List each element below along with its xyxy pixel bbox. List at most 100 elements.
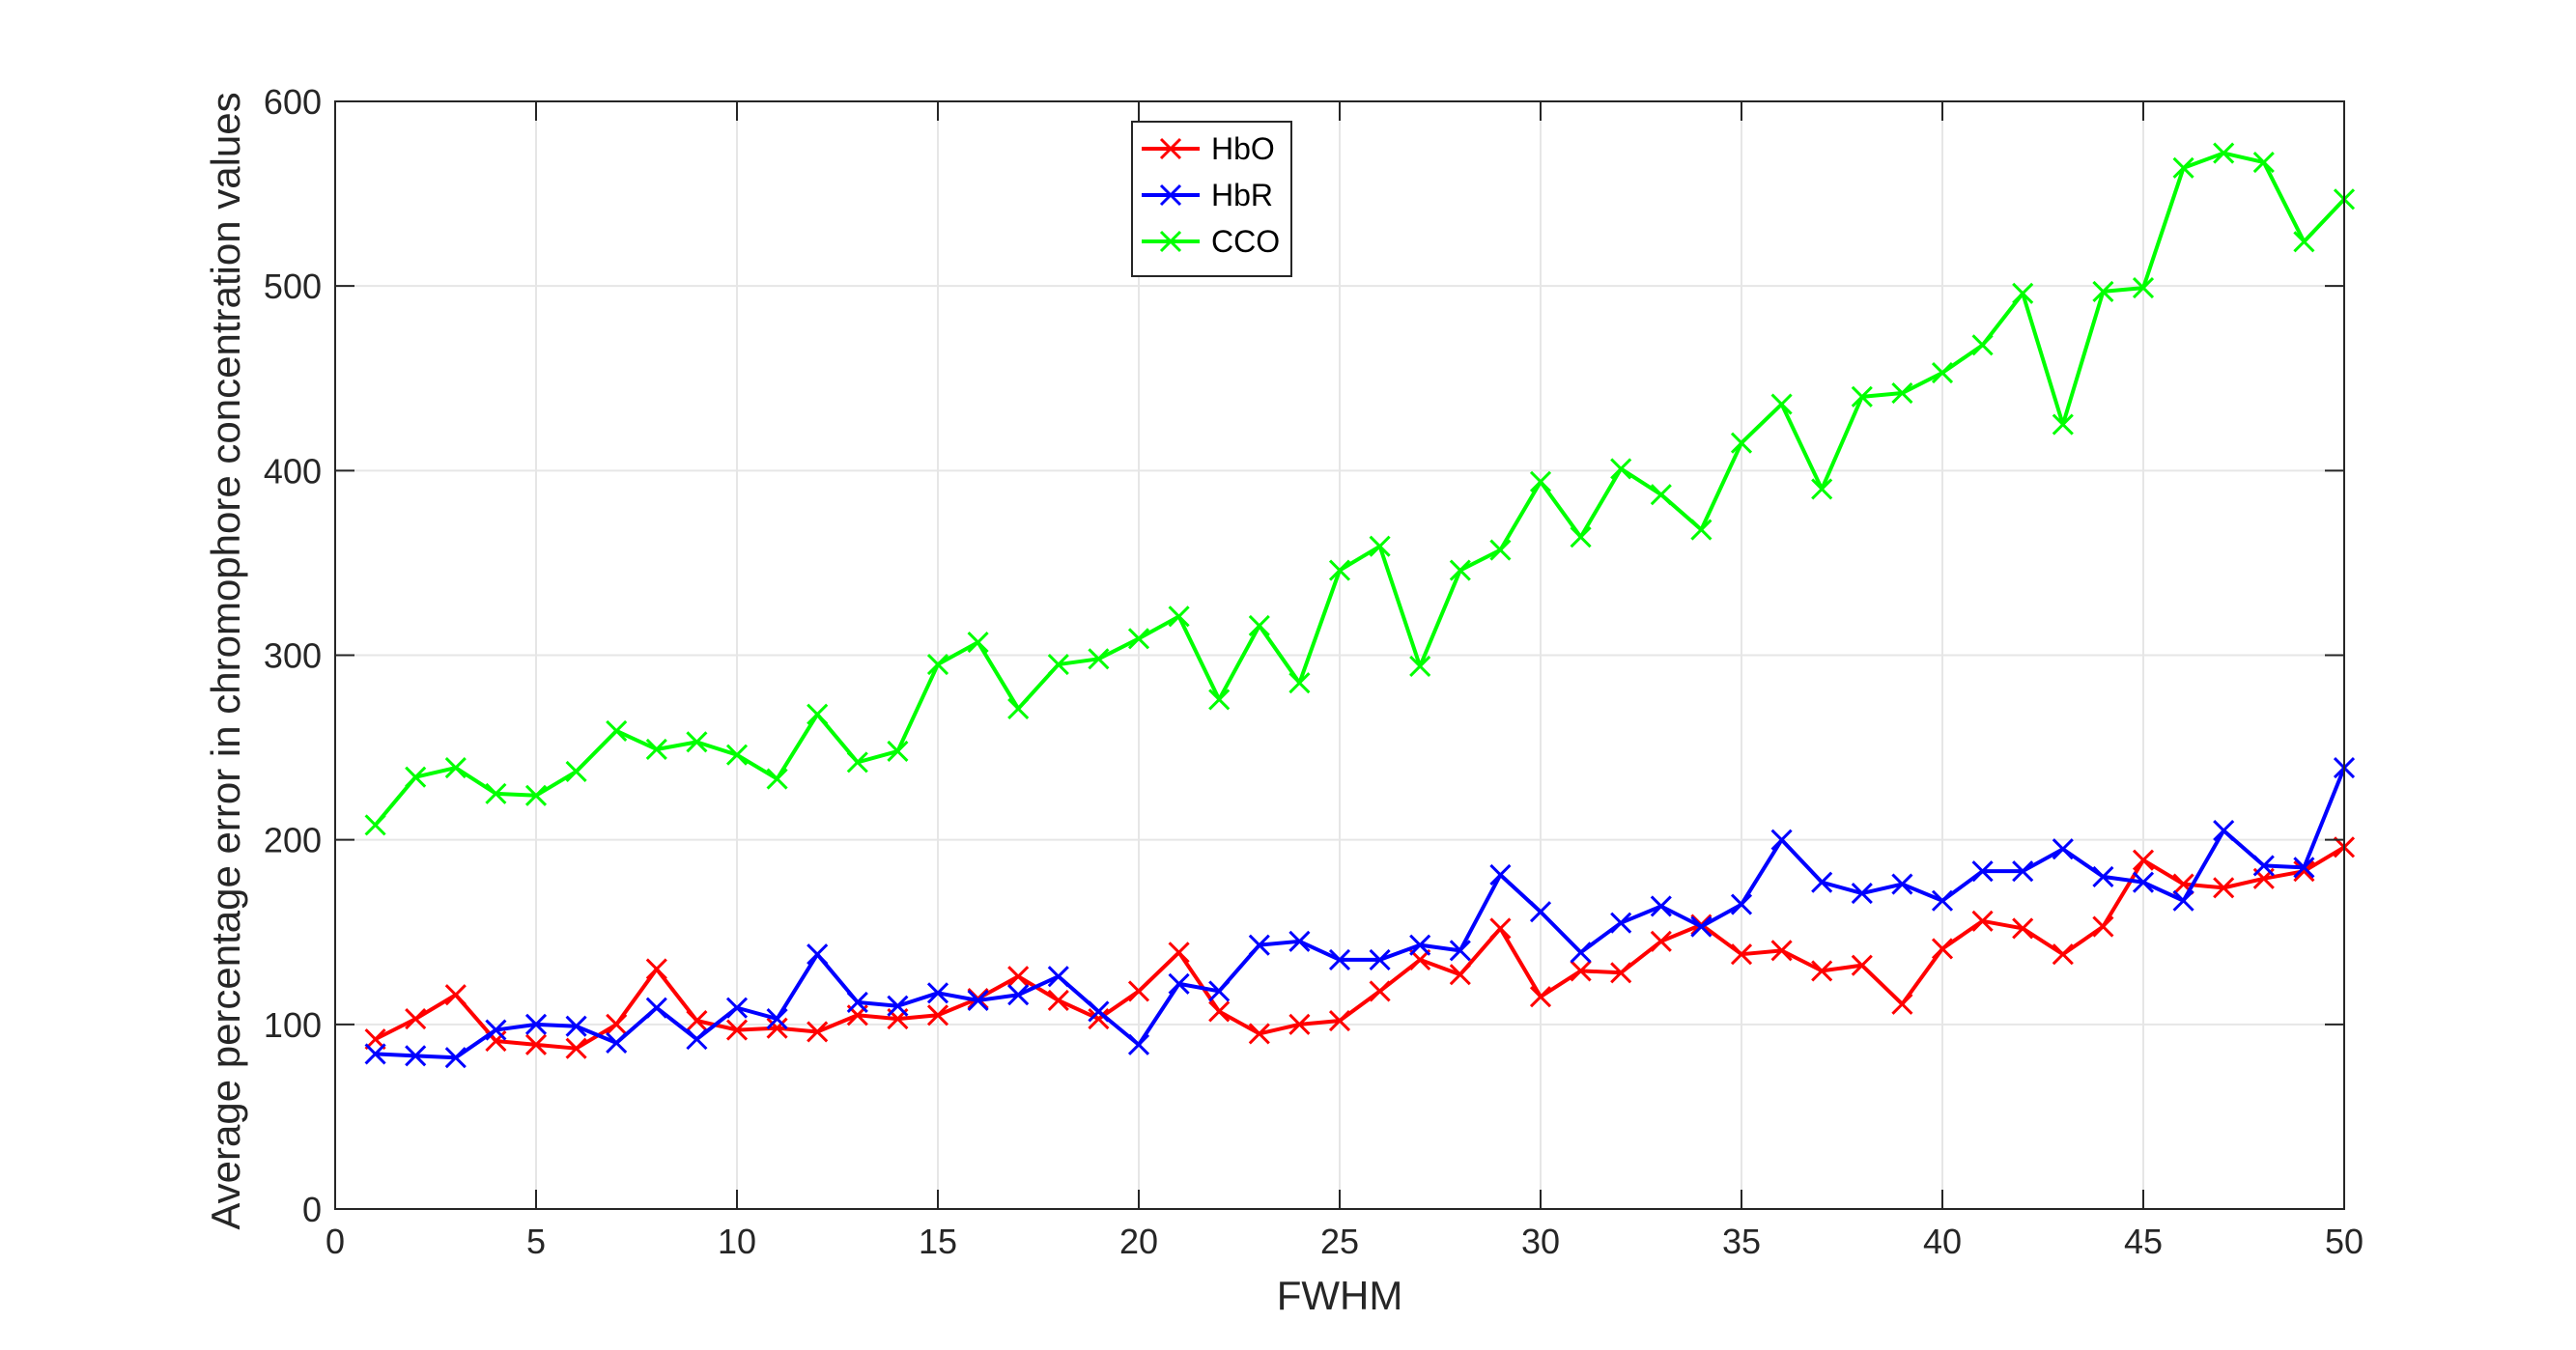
x-tick-label: 5 xyxy=(526,1222,546,1261)
data-point-hbr xyxy=(1650,895,1672,917)
data-point-cco xyxy=(1730,432,1753,454)
data-point-hbr xyxy=(524,1013,548,1035)
grid-lines xyxy=(335,101,2344,1209)
data-point-hbr xyxy=(444,1047,467,1069)
data-point-cco xyxy=(1891,381,1913,405)
x-tick-label: 15 xyxy=(919,1222,957,1261)
series-line-cco xyxy=(374,151,2346,827)
series-line-hbo xyxy=(374,845,2346,1051)
legend-marker-cco xyxy=(1159,230,1182,253)
series-layer xyxy=(364,142,2356,1069)
y-tick-label: 100 xyxy=(264,1005,322,1045)
data-point-cco xyxy=(1931,361,1954,384)
legend: HbO HbR CCO xyxy=(1131,121,1292,277)
data-point-cco xyxy=(645,738,667,761)
x-tick-label: 50 xyxy=(2325,1222,2364,1261)
data-point-cco xyxy=(606,719,628,742)
data-point-cco xyxy=(1369,535,1391,557)
data-point-cco xyxy=(1288,672,1311,694)
data-point-hbo xyxy=(2213,877,2235,899)
data-point-cco xyxy=(565,760,587,782)
data-point-hbr xyxy=(766,1008,788,1030)
data-point-cco xyxy=(1770,393,1793,415)
data-point-hbr xyxy=(926,982,949,1004)
data-point-hbr xyxy=(1127,1033,1150,1055)
legend-marker-hbo xyxy=(1159,137,1182,160)
data-point-hbr xyxy=(725,997,749,1019)
data-point-hbr xyxy=(1610,912,1632,934)
data-point-hbr xyxy=(1208,980,1231,1002)
data-point-cco xyxy=(1971,334,1994,356)
y-axis-title: Average percentage error in chromophore … xyxy=(203,92,248,1229)
data-point-hbo xyxy=(1127,980,1150,1002)
data-point-hbr xyxy=(686,1028,708,1051)
data-point-hbo xyxy=(686,1009,708,1032)
data-point-hbo xyxy=(926,1004,949,1027)
data-point-cco xyxy=(926,653,949,676)
data-point-hbo xyxy=(807,1021,829,1043)
y-tick-label: 200 xyxy=(264,821,322,860)
data-point-cco xyxy=(1328,559,1351,581)
data-point-hbr xyxy=(1409,934,1431,956)
data-point-hbr xyxy=(2252,855,2275,877)
data-point-hbr xyxy=(1971,860,1994,883)
x-axis-title: FWHM xyxy=(1277,1273,1403,1318)
data-point-hbr xyxy=(1811,871,1833,893)
data-point-cco xyxy=(2092,280,2114,302)
data-point-cco xyxy=(1650,484,1672,506)
series-hbr xyxy=(364,757,2356,1069)
data-point-cco xyxy=(2012,282,2034,304)
data-point-hbr xyxy=(364,1043,386,1065)
data-point-cco xyxy=(2132,277,2155,299)
data-point-hbo xyxy=(1248,1023,1270,1045)
data-point-hbo xyxy=(565,1037,587,1059)
data-point-cco xyxy=(1811,478,1833,500)
data-point-hbr xyxy=(1328,948,1351,970)
data-point-hbr xyxy=(2213,820,2235,842)
legend-marker-hbr xyxy=(1159,183,1182,207)
data-point-hbo xyxy=(725,1019,749,1041)
x-tick-label: 30 xyxy=(1521,1222,1560,1261)
data-point-hbr xyxy=(1770,829,1793,851)
data-point-hbo xyxy=(1730,943,1753,966)
data-point-cco xyxy=(686,731,708,753)
legend-label-cco: CCO xyxy=(1211,224,1280,259)
data-point-cco xyxy=(485,782,507,804)
legend-label-hbr: HbR xyxy=(1211,178,1273,212)
data-point-hbo xyxy=(1891,993,1913,1015)
data-point-hbr xyxy=(967,989,989,1012)
data-point-cco xyxy=(2252,152,2275,174)
y-tick-label: 300 xyxy=(264,636,322,676)
legend-label-hbo: HbO xyxy=(1211,131,1275,166)
data-point-hbr xyxy=(1449,940,1471,962)
x-tick-label: 45 xyxy=(2124,1222,2163,1261)
data-point-hbr xyxy=(2132,871,2155,893)
data-point-hbo xyxy=(1570,960,1592,982)
data-point-cco xyxy=(1127,628,1150,650)
data-point-cco xyxy=(524,784,548,806)
data-point-cco xyxy=(967,632,989,654)
data-point-cco xyxy=(1208,689,1231,711)
data-point-hbr xyxy=(1047,966,1069,988)
x-tick-label: 40 xyxy=(1923,1222,1962,1261)
data-point-hbr xyxy=(887,995,909,1017)
data-point-hbr xyxy=(565,1015,587,1037)
data-point-cco xyxy=(1570,526,1592,548)
data-point-cco xyxy=(766,768,788,790)
data-point-hbo xyxy=(1088,1008,1110,1030)
data-point-hbo xyxy=(1610,962,1632,984)
data-point-hbr xyxy=(1489,863,1512,886)
legend-item-hbr: HbR xyxy=(1142,178,1273,212)
data-point-hbr xyxy=(2092,865,2114,887)
data-point-hbr xyxy=(846,991,868,1013)
data-point-hbo xyxy=(1851,954,1873,976)
data-point-hbo xyxy=(2132,849,2155,871)
data-point-hbo xyxy=(1770,940,1793,962)
series-cco xyxy=(364,142,2356,836)
y-tick-label: 600 xyxy=(264,82,322,122)
data-point-cco xyxy=(1690,519,1713,541)
data-point-hbr xyxy=(1007,984,1030,1006)
data-point-hbr xyxy=(645,997,667,1019)
